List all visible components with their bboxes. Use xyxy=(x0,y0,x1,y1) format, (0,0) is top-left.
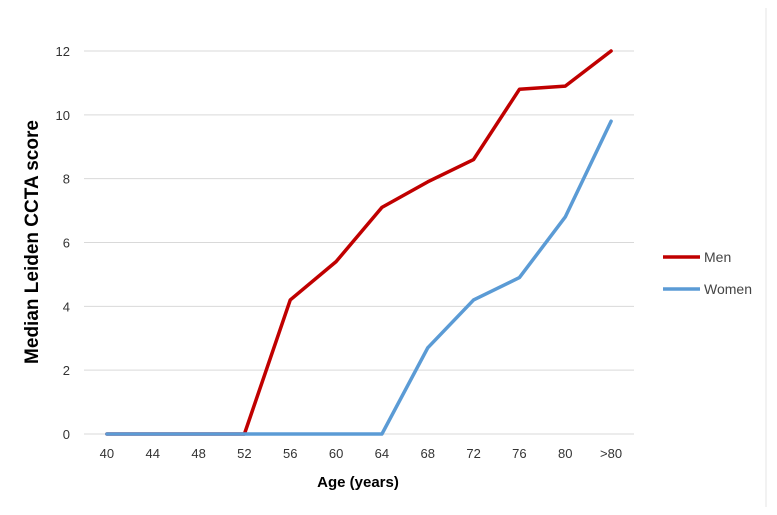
x-tick-label: 56 xyxy=(283,446,297,461)
x-tick-label: 68 xyxy=(421,446,435,461)
x-tick-label: 64 xyxy=(375,446,389,461)
x-tick-label: >80 xyxy=(600,446,622,461)
y-tick-label: 12 xyxy=(56,44,70,59)
x-axis-title: Age (years) xyxy=(317,474,399,491)
x-tick-label: 72 xyxy=(466,446,480,461)
y-tick-label: 0 xyxy=(63,427,70,442)
y-tick-label: 8 xyxy=(63,172,70,187)
x-tick-label: 40 xyxy=(100,446,114,461)
series-lines xyxy=(105,49,613,436)
y-tick-label: 6 xyxy=(63,236,70,251)
x-tick-label: 52 xyxy=(237,446,251,461)
legend-label-women: Women xyxy=(704,281,752,297)
y-tick-label: 4 xyxy=(63,299,70,314)
x-tick-labels: 40 44 48 52 56 60 64 68 72 76 80 >80 xyxy=(100,446,622,461)
x-tick-label: 76 xyxy=(512,446,526,461)
y-tick-label: 10 xyxy=(56,108,70,123)
x-tick-label: 44 xyxy=(146,446,160,461)
x-tick-label: 48 xyxy=(191,446,205,461)
x-tick-label: 60 xyxy=(329,446,343,461)
y-tick-label: 2 xyxy=(63,363,70,378)
y-tick-labels: 0 2 4 6 8 10 12 xyxy=(56,44,70,442)
series-line-women xyxy=(105,119,613,436)
legend: Men Women xyxy=(663,249,752,297)
x-tick-label: 80 xyxy=(558,446,572,461)
y-axis-title: Median Leiden CCTA score xyxy=(22,120,43,364)
legend-label-men: Men xyxy=(704,249,731,265)
